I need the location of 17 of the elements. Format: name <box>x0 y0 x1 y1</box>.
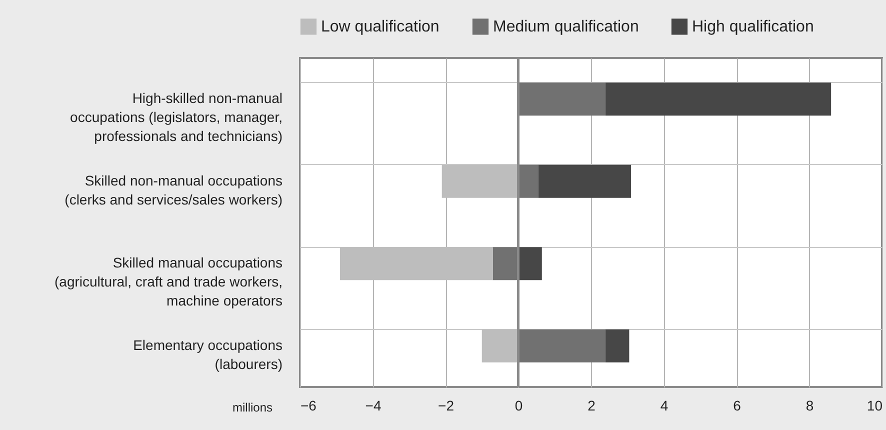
legend-label: Low qualification <box>321 18 440 36</box>
x-tick-label: 4 <box>660 398 668 414</box>
y-tick-label: Skilled manual occupations (agricultural, craft and trade workers, machine operators <box>54 254 282 309</box>
legend-label: Medium qualification <box>493 18 639 36</box>
x-tick-label: 2 <box>588 398 596 414</box>
x-tick-label: 6 <box>733 398 742 414</box>
y-tick-label: Skilled non-manual occupations (clerks and services/sales workers) <box>64 172 282 208</box>
x-axis-title: millions <box>232 400 272 414</box>
x-tick-label: −6 <box>300 398 317 414</box>
legend-label: High qualification <box>692 18 814 36</box>
y-tick-label: High-skilled non-manual occupations (legislators, manager, professionals and technicians) <box>70 90 282 144</box>
x-tick-label: 0 <box>514 398 523 414</box>
x-tick-label: 10 <box>866 398 883 414</box>
x-tick-label: −2 <box>438 398 454 414</box>
y-tick-label: Elementary occupations (labourers) <box>133 336 282 372</box>
x-tick-label: −4 <box>365 398 382 414</box>
x-tick-label: 8 <box>806 398 814 414</box>
